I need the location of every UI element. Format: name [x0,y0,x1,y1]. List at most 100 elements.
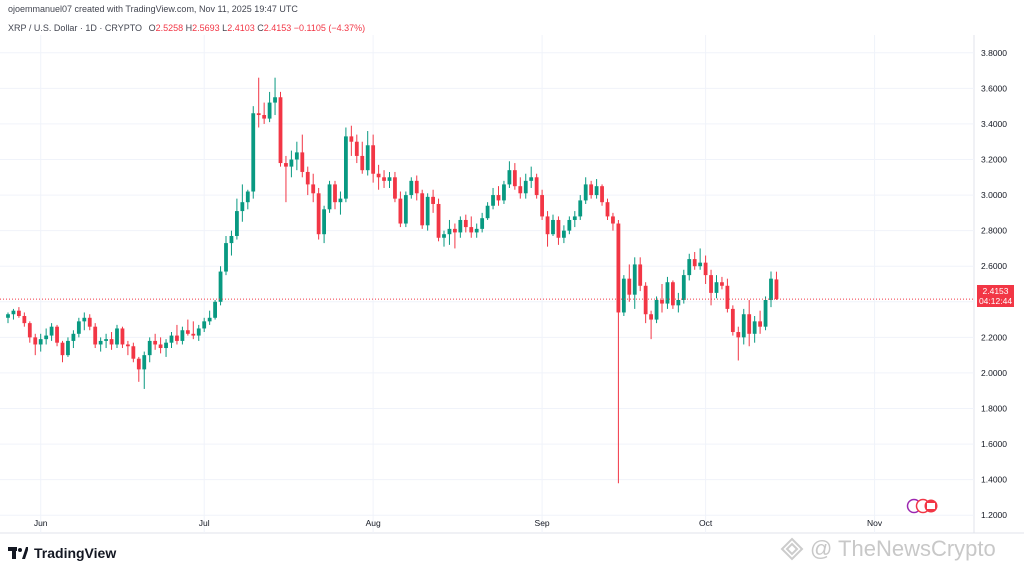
candle-body [616,223,621,313]
candle-body [551,219,555,235]
candle [136,356,141,382]
candle [458,216,463,238]
candle-body [229,235,234,244]
candle [175,324,179,345]
candle-body [278,97,283,164]
candle [447,219,452,245]
bar-countdown: 04:12:44 [978,296,1013,306]
candle-body [164,342,168,349]
candle-body [267,102,272,119]
y-tick-label: 2.0000 [981,368,1007,378]
candle-body [638,264,643,286]
chart-grid [0,35,974,533]
candle-body [354,141,359,156]
candle [474,223,479,238]
candle-body [153,340,158,345]
candle-body [720,282,724,286]
candle-body [126,344,130,347]
candle-body [583,184,588,201]
candle [327,180,332,213]
y-tick-label: 3.2000 [981,155,1007,165]
candle [654,296,659,324]
candle-body [76,321,81,334]
candle [589,180,594,199]
candle [403,191,408,228]
watermark-logo-icon [780,537,804,561]
candle-body [474,228,479,233]
candle-body [578,200,583,217]
candle-body [671,282,675,306]
candle-body [365,145,370,171]
candle [191,321,196,340]
candle [267,91,272,123]
candle-body [202,321,207,329]
candle [616,219,621,484]
ohlc-low-label: L [222,23,228,33]
candle [142,351,147,389]
y-tick-label: 2.8000 [981,226,1007,236]
candle [360,141,365,174]
candle-body [621,278,626,313]
candle [660,284,664,313]
candle-body [338,198,343,203]
candle [382,170,386,188]
candle [556,216,561,245]
candle [736,326,741,361]
candle [578,195,583,220]
candle-body [300,152,305,172]
candle-body [44,335,49,340]
event-badges[interactable] [905,497,941,515]
candle [235,198,239,240]
candle [218,266,223,306]
candle [480,212,485,233]
candle-body [758,321,762,327]
candle [147,337,152,363]
candle-body [104,339,108,341]
candle [496,186,501,206]
candle-body [256,113,261,116]
candle-body [158,344,163,349]
x-tick-label: Oct [699,518,713,528]
candle [76,317,81,338]
candle [98,337,103,352]
x-tick-label: Aug [366,518,381,528]
x-axis: Jun Jul Aug Sep Oct Nov [34,518,883,528]
candle [11,308,16,320]
candle [131,342,136,363]
candle [600,184,604,206]
candle [365,131,370,176]
candle-body [594,186,599,196]
y-axis: 1.20001.40001.60001.80002.00002.20002.40… [981,48,1007,520]
candle [572,211,577,228]
candle [224,235,228,276]
candle [665,276,670,309]
candle [523,173,528,199]
candle-body [567,219,572,231]
candle [202,317,207,333]
candle-body [27,323,32,338]
candle-body [632,264,637,295]
candle-body [98,340,103,345]
tradingview-brand[interactable]: TradingView [8,545,116,561]
candle-body [60,342,65,356]
candle-body [289,159,294,167]
candle-body [115,328,119,345]
candle [643,282,648,324]
candle [104,333,108,349]
candle [431,189,435,213]
candle [583,177,588,204]
candle-body [469,227,474,233]
candle-body [196,328,201,336]
candle [393,171,397,203]
candle [17,307,21,318]
ohlc-open-label: O [148,23,156,33]
candle [322,205,326,244]
candle-body [142,355,147,370]
candle-body [349,136,354,142]
ohlc-open: 2.5258 [155,23,184,33]
candle-body [262,115,267,119]
candle [730,305,735,336]
candle [632,257,637,309]
candle-body [376,173,381,178]
